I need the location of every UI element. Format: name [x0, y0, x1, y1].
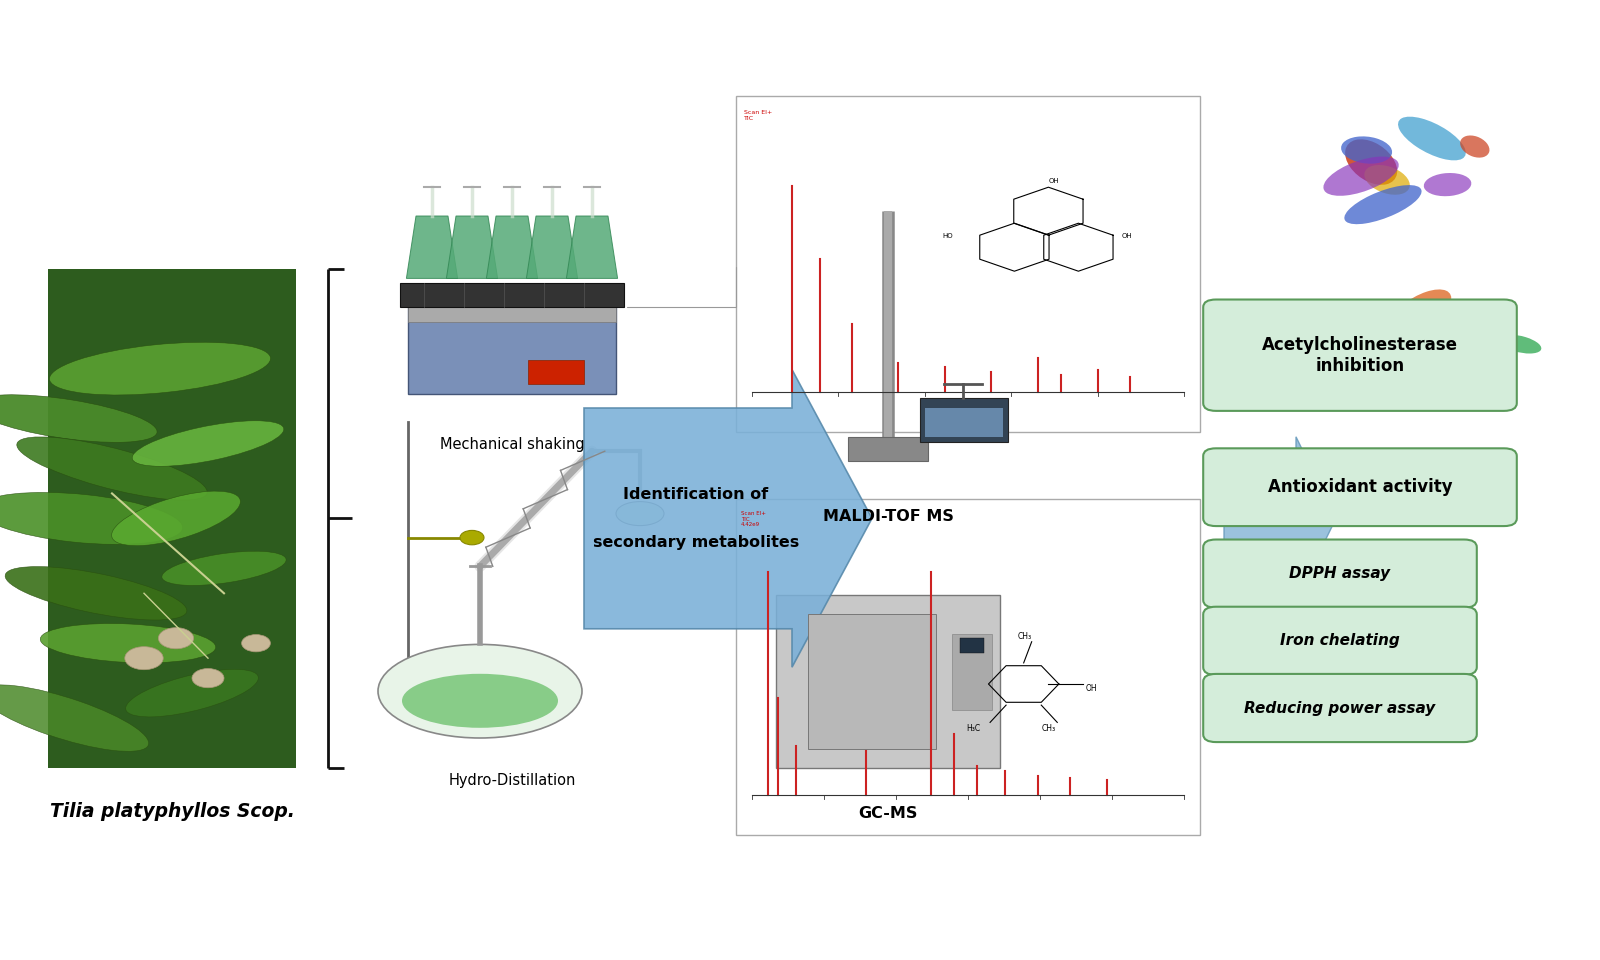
Text: CH₃: CH₃	[1018, 632, 1032, 641]
Text: Tilia platyphyllos Scop.: Tilia platyphyllos Scop.	[50, 802, 294, 821]
Bar	[408, 307, 616, 394]
Bar	[528, 360, 584, 384]
Ellipse shape	[461, 530, 483, 544]
Circle shape	[125, 647, 163, 670]
Bar	[48, 269, 296, 768]
Circle shape	[192, 668, 224, 687]
Bar	[925, 408, 1003, 437]
Ellipse shape	[1382, 354, 1475, 388]
Text: GC-MS: GC-MS	[858, 806, 918, 822]
Ellipse shape	[1323, 156, 1398, 196]
FancyBboxPatch shape	[1203, 300, 1517, 411]
Ellipse shape	[1451, 344, 1502, 368]
Text: HO: HO	[942, 232, 954, 239]
Bar	[808, 614, 936, 749]
Ellipse shape	[50, 343, 270, 395]
Ellipse shape	[1389, 354, 1448, 397]
Ellipse shape	[0, 492, 182, 544]
Bar	[848, 437, 928, 461]
Ellipse shape	[162, 551, 286, 586]
Ellipse shape	[1498, 335, 1541, 353]
Ellipse shape	[616, 501, 664, 526]
Text: Mechanical shaking: Mechanical shaking	[440, 437, 584, 452]
Text: OH: OH	[1122, 232, 1133, 239]
Text: Acetylcholinesterase
inhibition: Acetylcholinesterase inhibition	[1262, 336, 1458, 374]
Text: Antioxidant activity: Antioxidant activity	[1267, 478, 1453, 496]
Text: secondary metabolites: secondary metabolites	[594, 535, 798, 550]
FancyBboxPatch shape	[1203, 540, 1477, 608]
Polygon shape	[446, 216, 498, 278]
Bar	[960, 638, 984, 653]
Ellipse shape	[0, 684, 149, 752]
Ellipse shape	[1461, 135, 1490, 157]
Bar	[736, 499, 1200, 835]
Circle shape	[242, 635, 270, 652]
Text: OH: OH	[1086, 684, 1098, 693]
Text: Iron chelating: Iron chelating	[1280, 634, 1400, 648]
Ellipse shape	[1406, 309, 1478, 336]
Ellipse shape	[1365, 165, 1410, 195]
Ellipse shape	[1344, 185, 1421, 225]
Ellipse shape	[1432, 322, 1499, 381]
Ellipse shape	[1341, 136, 1392, 164]
Text: Reducing power assay: Reducing power assay	[1245, 701, 1435, 715]
Ellipse shape	[1389, 289, 1451, 336]
Polygon shape	[584, 370, 872, 667]
Circle shape	[158, 628, 194, 649]
Polygon shape	[1224, 437, 1336, 600]
Ellipse shape	[378, 644, 582, 738]
Bar	[776, 595, 1000, 768]
Text: OH: OH	[1048, 179, 1059, 184]
Polygon shape	[486, 216, 538, 278]
Ellipse shape	[1392, 310, 1478, 345]
Bar	[408, 307, 616, 322]
Ellipse shape	[112, 492, 240, 545]
Ellipse shape	[126, 669, 258, 717]
Bar	[736, 96, 1200, 432]
Ellipse shape	[1398, 117, 1466, 160]
Text: H₃C: H₃C	[966, 724, 981, 733]
Text: Hydro-Distillation: Hydro-Distillation	[448, 773, 576, 788]
Ellipse shape	[402, 674, 558, 728]
Text: MALDI-TOF MS: MALDI-TOF MS	[822, 509, 954, 524]
Polygon shape	[406, 216, 458, 278]
Polygon shape	[566, 216, 618, 278]
FancyBboxPatch shape	[1203, 448, 1517, 526]
Ellipse shape	[0, 395, 157, 443]
Text: Scan EI+
TIC
4.42e9: Scan EI+ TIC 4.42e9	[741, 511, 766, 527]
Ellipse shape	[40, 624, 216, 662]
Text: Scan EI+
TIC: Scan EI+ TIC	[744, 110, 773, 121]
FancyBboxPatch shape	[1203, 607, 1477, 675]
Text: Identification of: Identification of	[624, 487, 768, 502]
FancyBboxPatch shape	[1203, 674, 1477, 742]
Ellipse shape	[1424, 173, 1472, 196]
Text: CH₃: CH₃	[1042, 724, 1056, 733]
Bar	[952, 634, 992, 710]
Text: DPPH assay: DPPH assay	[1290, 566, 1390, 581]
Ellipse shape	[133, 420, 283, 467]
Ellipse shape	[16, 437, 208, 500]
Polygon shape	[526, 216, 578, 278]
Bar	[400, 283, 624, 307]
Ellipse shape	[5, 566, 187, 620]
Bar	[920, 398, 1008, 442]
Ellipse shape	[1346, 139, 1397, 185]
